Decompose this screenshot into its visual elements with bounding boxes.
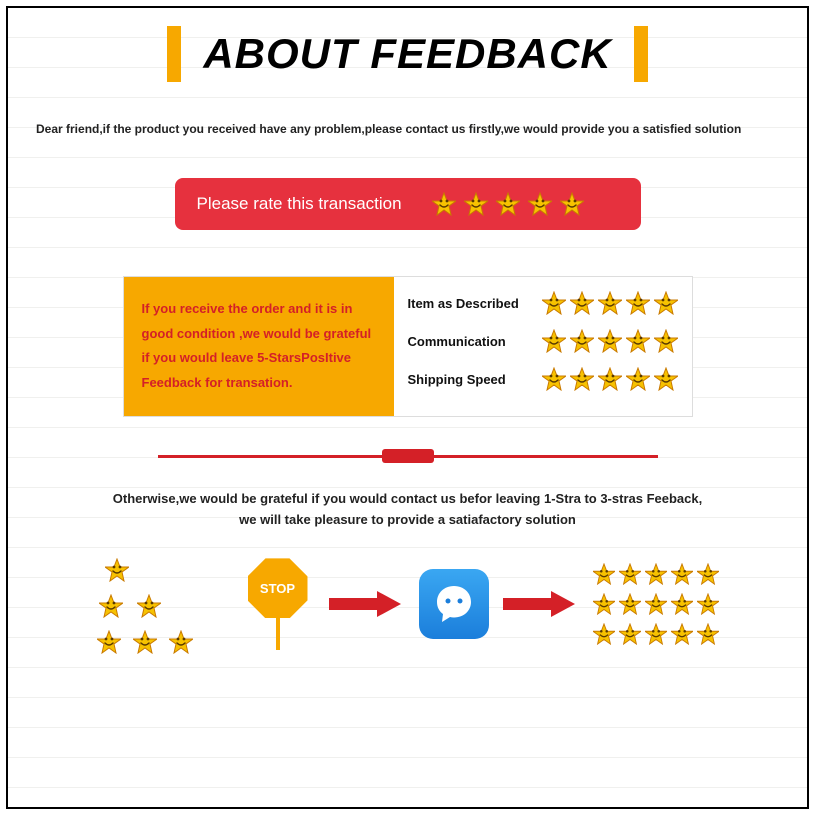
star-icon	[671, 623, 693, 645]
rate-transaction-bar: Please rate this transaction	[175, 178, 641, 230]
star-icon	[542, 291, 566, 315]
rating-stars	[593, 563, 719, 585]
star-icon	[593, 623, 615, 645]
arrow-icon	[503, 591, 579, 617]
star-icon	[645, 563, 667, 585]
section-divider	[158, 449, 658, 463]
otherwise-line-2: we will take pleasure to provide a satia…	[48, 510, 767, 531]
feedback-panel: If you receive the order and it is in go…	[123, 276, 693, 417]
star-icon	[593, 563, 615, 585]
star-icon	[598, 367, 622, 391]
star-icon	[654, 291, 678, 315]
star-icon	[528, 192, 552, 216]
star-icon	[464, 192, 488, 216]
star-icon	[654, 329, 678, 353]
arrow-icon	[329, 591, 405, 617]
star-icon	[697, 593, 719, 615]
star-icon	[137, 594, 161, 618]
star-icon	[570, 291, 594, 315]
rate-transaction-label: Please rate this transaction	[197, 194, 402, 214]
otherwise-line-1: Otherwise,we would be grateful if you wo…	[48, 489, 767, 510]
otherwise-text: Otherwise,we would be grateful if you wo…	[8, 489, 807, 531]
intro-text: Dear friend,if the product you received …	[8, 122, 807, 136]
star-icon	[560, 192, 584, 216]
stop-sign: STOP	[241, 554, 315, 654]
chat-bubble-icon	[430, 580, 478, 628]
star-icon	[105, 558, 129, 582]
stop-sign-pole	[276, 616, 280, 650]
star-icon	[99, 594, 123, 618]
rating-row: Communication	[408, 329, 678, 353]
star-icon	[654, 367, 678, 391]
stop-sign-octagon: STOP	[248, 558, 308, 618]
resolution-flow: STOP	[8, 554, 807, 654]
star-icon	[626, 329, 650, 353]
star-icon	[619, 593, 641, 615]
star-icon	[542, 329, 566, 353]
low-rating-block	[97, 554, 227, 654]
header-accent-bar-right	[634, 26, 648, 82]
rating-stars[interactable]	[542, 291, 678, 315]
rating-stars	[593, 593, 719, 615]
rating-label: Shipping Speed	[408, 372, 534, 387]
header-accent-bar-left	[167, 26, 181, 82]
star-icon	[671, 593, 693, 615]
feedback-panel-message: If you receive the order and it is in go…	[124, 277, 394, 416]
rating-stars	[593, 623, 719, 645]
star-icon	[542, 367, 566, 391]
rate-transaction-stars[interactable]	[432, 192, 584, 216]
chat-app-icon[interactable]	[419, 569, 489, 639]
stop-sign-label: STOP	[260, 581, 295, 596]
star-icon	[570, 367, 594, 391]
star-icon	[626, 367, 650, 391]
star-icon	[570, 329, 594, 353]
star-icon	[432, 192, 456, 216]
star-icon	[496, 192, 520, 216]
star-icon	[697, 623, 719, 645]
page-title: ABOUT FEEDBACK	[203, 30, 611, 78]
star-icon	[619, 623, 641, 645]
star-icon	[645, 593, 667, 615]
star-icon	[697, 563, 719, 585]
star-icon	[169, 630, 193, 654]
rating-stars[interactable]	[542, 367, 678, 391]
star-icon	[598, 291, 622, 315]
star-icon	[619, 563, 641, 585]
divider-handle	[382, 449, 434, 463]
feedback-panel-ratings: Item as Described Communication Shipping S…	[394, 277, 692, 416]
star-icon	[671, 563, 693, 585]
star-icon	[626, 291, 650, 315]
star-icon	[97, 630, 121, 654]
page-frame: ABOUT FEEDBACK Dear friend,if the produc…	[6, 6, 809, 809]
star-icon	[133, 630, 157, 654]
high-rating-block	[593, 563, 719, 645]
star-icon	[598, 329, 622, 353]
rating-label: Item as Described	[408, 296, 534, 311]
rating-label: Communication	[408, 334, 534, 349]
header: ABOUT FEEDBACK	[8, 26, 807, 82]
star-icon	[645, 623, 667, 645]
rating-row: Item as Described	[408, 291, 678, 315]
rating-row: Shipping Speed	[408, 367, 678, 391]
star-icon	[593, 593, 615, 615]
rating-stars[interactable]	[542, 329, 678, 353]
